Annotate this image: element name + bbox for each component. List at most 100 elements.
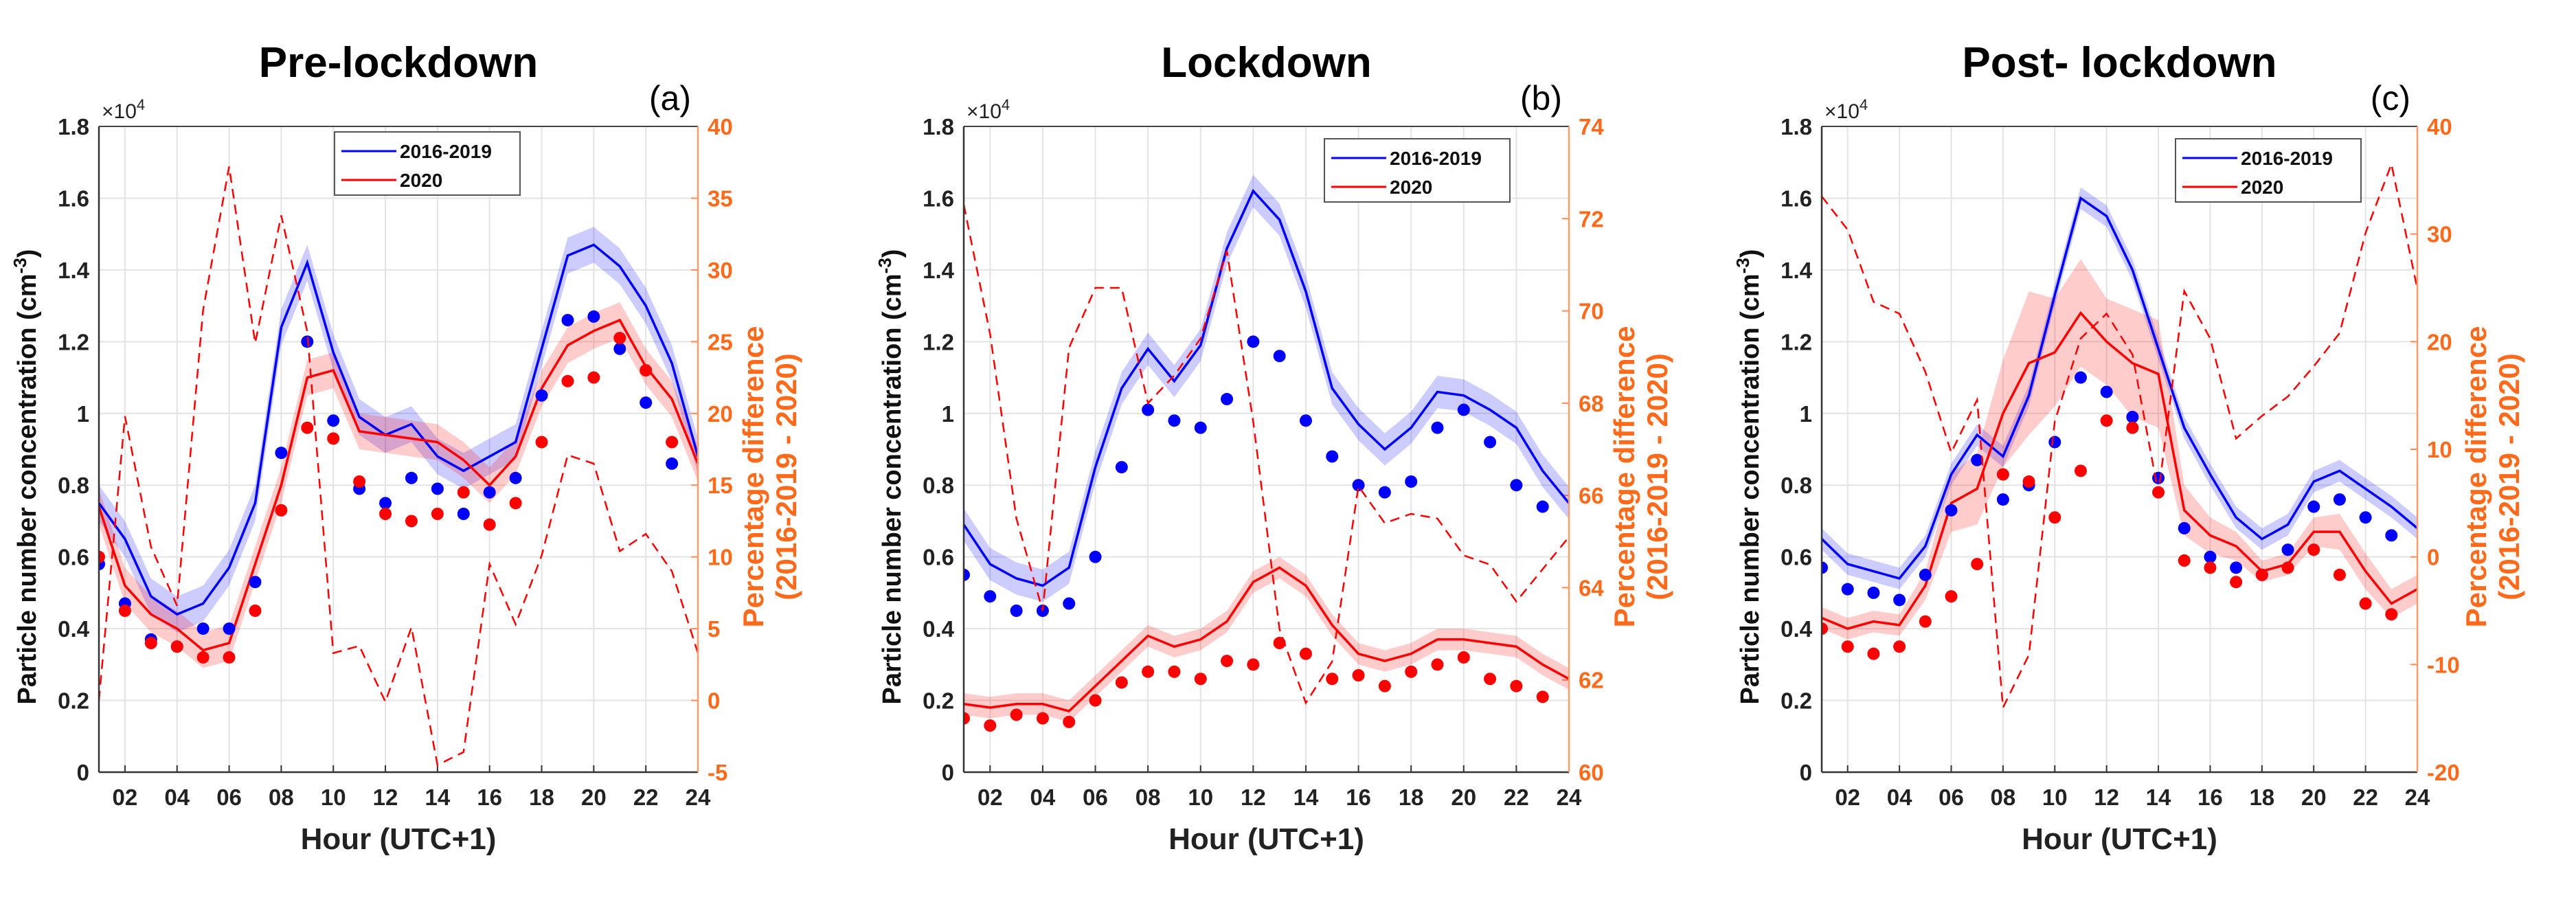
data-point <box>640 364 653 377</box>
data-point <box>1484 436 1497 449</box>
data-point <box>170 640 183 653</box>
x-tick-label: 04 <box>1887 785 1912 810</box>
x-tick-label: 12 <box>373 785 398 810</box>
data-point <box>1841 640 1854 653</box>
x-tick-label: 06 <box>216 785 242 810</box>
y-tick-label: 0.6 <box>923 545 954 570</box>
x-tick-label: 22 <box>633 785 659 810</box>
series-line-2016-2019 <box>1822 196 2417 580</box>
right-y-tick-label: 30 <box>708 258 733 283</box>
right-y-tick-label: 72 <box>1579 206 1604 232</box>
y-multiplier-base: ×10 <box>102 100 137 123</box>
right-y-tick-label: 0 <box>708 688 720 714</box>
y-tick-label: 1.4 <box>923 258 955 283</box>
data-point <box>379 508 392 520</box>
data-point <box>2074 371 2087 384</box>
data-point <box>301 421 314 434</box>
right-y-tick-label: 68 <box>1579 391 1604 416</box>
y-tick-label: 0.4 <box>1781 616 1813 642</box>
data-point <box>1536 500 1549 513</box>
data-point <box>457 486 470 499</box>
data-point <box>2048 436 2061 449</box>
y-tick-label: 0.2 <box>923 688 954 714</box>
data-point <box>1352 479 1365 492</box>
right-y-tick-label: 30 <box>2427 222 2452 247</box>
data-point <box>2307 543 2320 556</box>
y-multiplier-base: ×10 <box>967 100 1002 123</box>
right-y-tick-label: 10 <box>2427 437 2452 462</box>
panel-label: (a) <box>649 79 691 117</box>
data-point <box>964 712 970 725</box>
data-point <box>196 651 210 664</box>
data-point <box>275 504 288 517</box>
legend-label: 2016-2019 <box>2241 148 2333 169</box>
data-point <box>1841 583 1854 596</box>
legend: 2016-2019 2020 <box>334 131 521 196</box>
data-point <box>1168 414 1181 427</box>
data-point <box>379 497 392 510</box>
data-point <box>1063 715 1076 728</box>
data-point <box>535 436 548 449</box>
data-point <box>1484 673 1497 686</box>
data-point <box>431 482 444 495</box>
data-point <box>2100 414 2113 427</box>
data-point <box>1536 690 1549 703</box>
legend-box <box>1324 138 1511 203</box>
y-tick-label: 0.4 <box>58 616 90 642</box>
plot-area <box>1822 161 2417 711</box>
data-point <box>1010 708 1023 721</box>
y-axis-label: Particle number concentration (cm-3) <box>1732 249 1765 705</box>
legend-label: 2016-2019 <box>1390 148 1482 169</box>
data-point <box>1996 468 2009 481</box>
data-point <box>561 374 574 387</box>
x-tick-label: 02 <box>1835 785 1860 810</box>
data-point <box>1352 669 1365 681</box>
y-axis-label-suffix: ) <box>1736 249 1765 258</box>
right-y-tick-label: 62 <box>1579 668 1604 693</box>
x-tick-label: 12 <box>1241 785 1266 810</box>
chart-panel-a: 02 04 06 08 10 12 14 16 18 20 22 2400.20.40.60.811.… <box>10 39 802 856</box>
right-axis-label-line2: (2016-2019 - 2020) <box>2493 353 2525 600</box>
right-y-tick-label: 64 <box>1579 575 1604 600</box>
x-tick-label: 10 <box>2042 785 2068 810</box>
data-point <box>1299 647 1312 660</box>
data-point <box>1867 586 1880 599</box>
y-tick-label: 0.8 <box>58 473 89 498</box>
data-point <box>327 414 340 427</box>
y-tick-label: 1.2 <box>923 329 954 354</box>
data-point <box>1919 568 1932 581</box>
y-tick-label: 0.2 <box>58 688 89 714</box>
legend-box <box>334 131 521 196</box>
data-point <box>1036 712 1049 725</box>
x-tick-label: 02 <box>113 785 138 810</box>
x-tick-label: 20 <box>581 785 607 810</box>
data-point <box>1142 403 1155 416</box>
right-y-tick-label: 40 <box>708 114 733 139</box>
data-point <box>1378 679 1391 692</box>
y-axis-label-text: Particle number concentration (cm <box>1736 273 1765 704</box>
x-tick-label: 10 <box>321 785 346 810</box>
chart-title: Post- lockdown <box>1962 39 2276 87</box>
y-tick-label: 0.6 <box>1781 545 1812 570</box>
data-point <box>1971 453 1984 466</box>
right-y-tick-label: 35 <box>708 185 733 211</box>
data-point <box>587 371 600 384</box>
x-axis-label: Hour (UTC+1) <box>1168 822 1364 856</box>
plot-area <box>99 166 698 767</box>
x-tick-label: 14 <box>2146 785 2171 810</box>
data-point <box>1510 479 1523 492</box>
legend: 2016-2019 2020 <box>2175 138 2362 203</box>
legend-label: 2020 <box>400 170 442 191</box>
data-point <box>535 389 548 402</box>
right-y-tick-label: 10 <box>708 545 733 570</box>
data-point <box>431 508 444 520</box>
data-point <box>405 515 418 528</box>
data-point <box>1893 640 1906 653</box>
data-point <box>2359 597 2372 610</box>
x-axis-label: Hour (UTC+1) <box>301 822 497 856</box>
y-tick-label: 1 <box>77 401 89 427</box>
y-multiplier: ×104 <box>102 96 145 123</box>
right-y-tick-label: 20 <box>2427 329 2452 354</box>
right-axis-label-line2: (2016-2019 - 2020) <box>770 353 802 600</box>
right-y-tick-label: 70 <box>1579 299 1604 324</box>
